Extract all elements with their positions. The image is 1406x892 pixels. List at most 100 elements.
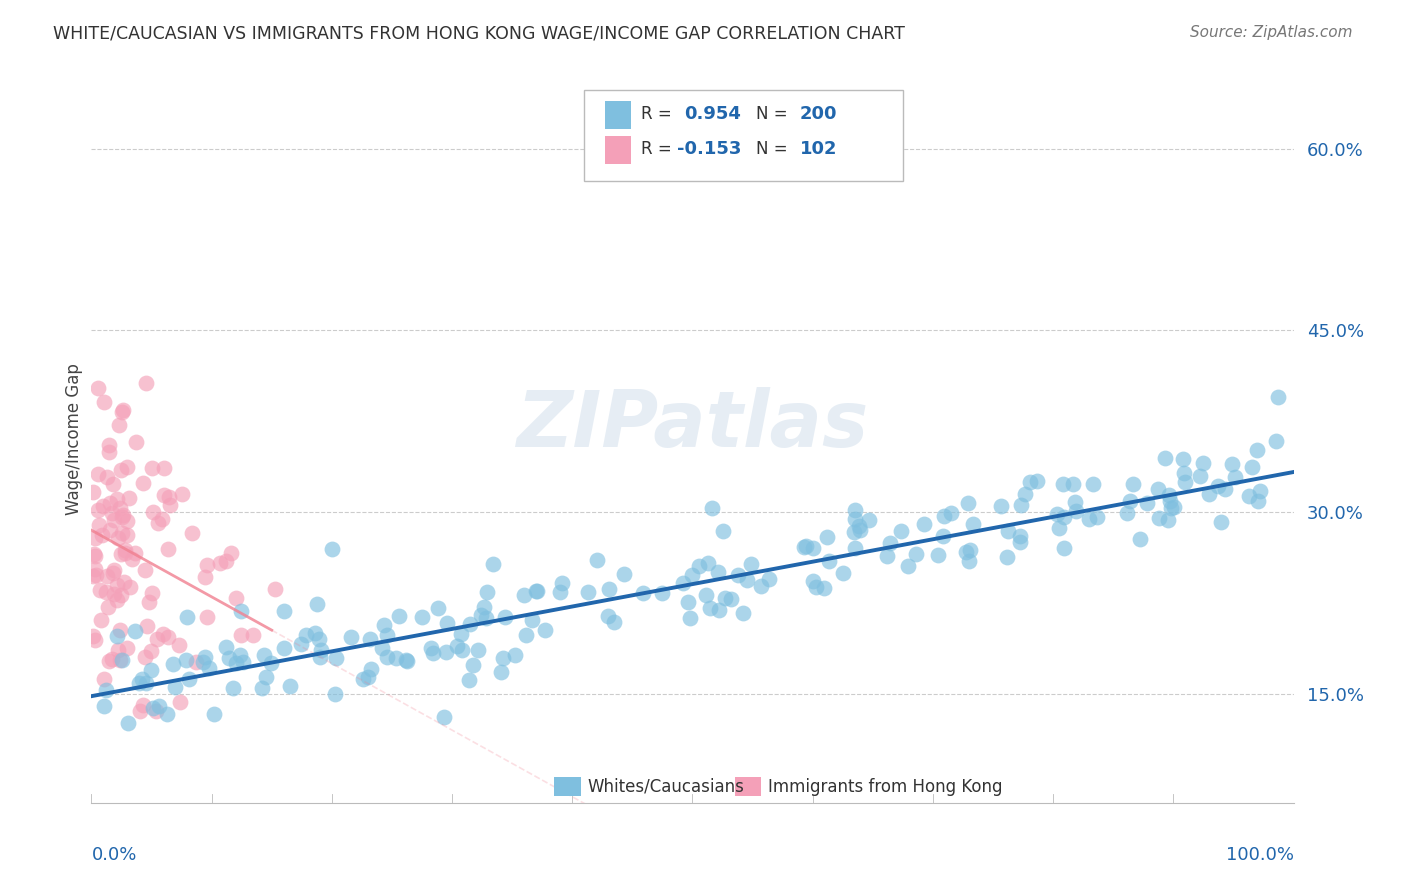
Point	[165, 680, 187, 694]
Point	[360, 662, 382, 676]
Point	[957, 554, 980, 568]
Point	[124, 624, 146, 639]
Point	[446, 640, 468, 654]
Point	[1173, 466, 1195, 480]
Point	[84, 549, 107, 563]
Point	[96, 584, 118, 599]
Point	[114, 546, 136, 560]
Point	[375, 649, 398, 664]
Point	[844, 541, 866, 555]
Point	[84, 567, 107, 582]
Point	[107, 531, 129, 545]
Point	[121, 551, 143, 566]
Point	[450, 642, 472, 657]
Point	[858, 513, 880, 527]
Point	[195, 558, 218, 572]
Point	[93, 699, 115, 714]
Point	[128, 675, 150, 690]
Point	[118, 581, 141, 595]
Point	[1077, 511, 1099, 525]
Point	[141, 663, 163, 677]
Point	[731, 606, 754, 620]
Point	[450, 626, 472, 640]
Point	[260, 657, 283, 671]
Point	[1157, 513, 1180, 527]
Point	[472, 600, 495, 615]
Point	[131, 672, 153, 686]
Point	[132, 698, 155, 712]
Point	[90, 613, 112, 627]
Point	[105, 491, 128, 506]
Point	[96, 569, 118, 583]
Point	[672, 575, 695, 590]
Point	[1192, 456, 1215, 470]
Point	[159, 498, 181, 512]
Point	[174, 653, 197, 667]
Point	[135, 376, 157, 390]
Point	[1246, 493, 1268, 508]
Point	[434, 645, 457, 659]
Point	[138, 595, 160, 609]
Point	[157, 491, 180, 505]
Point	[142, 700, 165, 714]
Point	[115, 459, 138, 474]
Point	[83, 562, 105, 576]
Point	[890, 524, 912, 538]
Point	[1174, 475, 1197, 489]
Point	[194, 570, 217, 584]
Point	[250, 681, 273, 696]
Point	[91, 499, 114, 513]
Point	[489, 665, 512, 679]
Point	[962, 516, 984, 531]
Point	[142, 505, 165, 519]
Point	[995, 550, 1018, 565]
Point	[395, 654, 418, 668]
Point	[100, 652, 122, 666]
Point	[879, 536, 901, 550]
Point	[842, 525, 865, 540]
Point	[1154, 450, 1177, 465]
Point	[162, 657, 184, 671]
Point	[1064, 495, 1087, 509]
Point	[427, 600, 450, 615]
Point	[813, 581, 835, 595]
Point	[475, 585, 498, 599]
Point	[105, 629, 128, 643]
Point	[758, 572, 780, 586]
Point	[803, 574, 825, 588]
Point	[225, 591, 247, 605]
Point	[1189, 468, 1212, 483]
Point	[193, 655, 215, 669]
Point	[156, 706, 179, 721]
Point	[932, 529, 955, 543]
Point	[128, 704, 150, 718]
Text: 200: 200	[800, 105, 837, 123]
FancyBboxPatch shape	[585, 90, 903, 181]
Point	[141, 460, 163, 475]
Point	[1222, 458, 1244, 472]
Point	[912, 517, 935, 532]
Point	[585, 552, 607, 566]
Point	[513, 588, 536, 602]
Point	[229, 604, 252, 618]
Point	[1014, 487, 1036, 501]
Point	[146, 516, 169, 530]
Point	[253, 648, 276, 662]
Point	[1081, 476, 1104, 491]
Point	[373, 618, 395, 632]
Point	[1129, 532, 1152, 546]
Text: 0.954: 0.954	[685, 105, 741, 123]
Text: N =: N =	[756, 105, 793, 123]
Point	[222, 681, 245, 695]
Text: Whites/Caucasians: Whites/Caucasians	[588, 778, 745, 796]
Point	[309, 649, 332, 664]
Point	[82, 629, 104, 643]
Point	[87, 467, 110, 482]
Point	[470, 607, 492, 622]
Point	[463, 658, 485, 673]
Point	[215, 553, 238, 567]
Point	[98, 496, 121, 510]
Text: 100.0%: 100.0%	[1226, 847, 1294, 864]
Point	[278, 680, 301, 694]
Point	[422, 646, 444, 660]
